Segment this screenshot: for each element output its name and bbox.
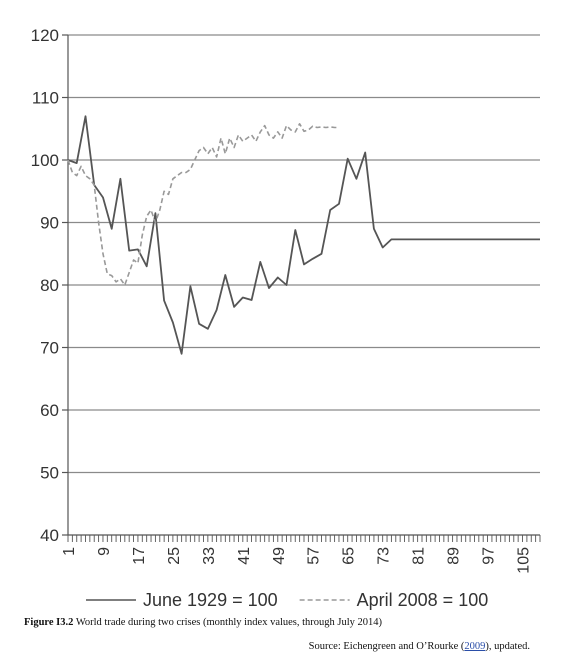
series-line-2 (67, 123, 339, 286)
y-tick-label-40: 40 (40, 526, 59, 545)
x-tick-label-49: 49 (271, 547, 288, 565)
line-chart: 40 50 60 70 80 90 100 110 120 1 9 17 25 33 41 49 57 65 73… (31, 26, 541, 610)
figure-caption-text: World trade during two crises (monthly i… (73, 617, 383, 628)
x-tick-label-41: 41 (236, 547, 253, 565)
x-tick-label-97: 97 (481, 547, 498, 565)
y-tick-label-50: 50 (40, 464, 59, 483)
x-tick-label-1: 1 (61, 547, 78, 556)
source-prefix: Source: Eichengreen and O’Rourke ( (308, 641, 465, 652)
y-tick-label-120: 120 (31, 26, 59, 45)
y-tick-label-70: 70 (40, 339, 59, 358)
x-tick-label-57: 57 (306, 547, 323, 565)
figure-caption: Figure I3.2 World trade during two crise… (24, 617, 382, 628)
y-tick-label-80: 80 (40, 276, 59, 295)
x-tick-label-73: 73 (376, 547, 393, 565)
y-tick-label-90: 90 (40, 214, 59, 233)
x-tick-label-89: 89 (446, 547, 463, 565)
series-lines (67, 115, 540, 355)
legend-label-2: April 2008 = 100 (357, 590, 489, 610)
y-tick-label-60: 60 (40, 401, 59, 420)
figure-label: Figure I3.2 (24, 617, 74, 628)
source-note: Source: Eichengreen and O’Rourke (2009),… (309, 641, 530, 652)
x-tick-label-25: 25 (166, 547, 183, 565)
series-line-1 (67, 115, 540, 355)
source-citation-link[interactable]: 2009 (464, 641, 486, 652)
legend: June 1929 = 100 April 2008 = 100 (86, 590, 488, 610)
x-tick-label-81: 81 (411, 547, 428, 565)
x-tick-label-17: 17 (131, 547, 148, 565)
axes (62, 34, 541, 542)
x-tick-label-65: 65 (341, 547, 358, 565)
x-tick-label-33: 33 (201, 547, 218, 565)
x-tick-label-105: 105 (516, 547, 533, 574)
x-tick-label-9: 9 (96, 547, 113, 556)
legend-label-1: June 1929 = 100 (143, 590, 278, 610)
y-tick-label-110: 110 (32, 89, 59, 108)
y-tick-labels: 40 50 60 70 80 90 100 110 120 (31, 26, 59, 545)
grid-lines (68, 34, 540, 474)
y-tick-label-100: 100 (31, 151, 59, 170)
x-tick-labels: 1 9 17 25 33 41 49 57 65 73 81 89 97 105 (61, 547, 533, 574)
source-suffix: ), updated. (485, 641, 530, 652)
